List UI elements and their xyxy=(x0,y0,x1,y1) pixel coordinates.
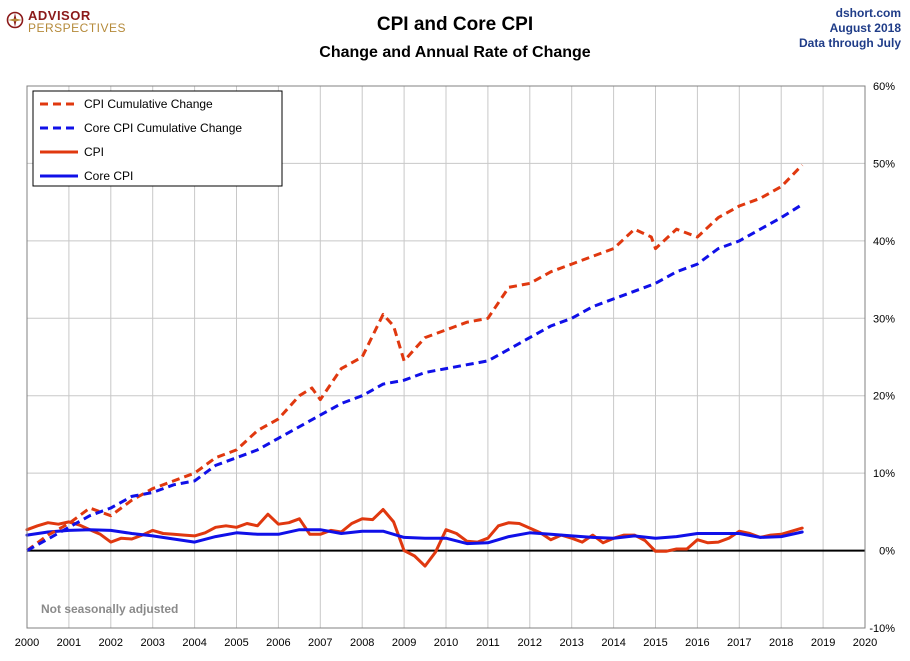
y-tick-label: 50% xyxy=(873,158,895,170)
y-tick-label: 0% xyxy=(879,546,895,558)
series-line-core-cpi-cumulative-change xyxy=(26,203,803,552)
x-tick-label: 2015 xyxy=(643,637,667,649)
x-tick-label: 2017 xyxy=(727,637,751,649)
compass-icon xyxy=(6,11,24,29)
logo-text-advisor: ADVISOR xyxy=(28,8,91,23)
series-layer xyxy=(25,163,804,568)
x-tick-label: 2005 xyxy=(224,637,248,649)
x-tick-label: 2020 xyxy=(853,637,877,649)
x-tick-label: 2001 xyxy=(57,637,81,649)
plot-frame xyxy=(26,85,866,629)
advisor-perspectives-logo: ADVISOR PERSPECTIVES xyxy=(6,8,146,38)
credit-date: August 2018 xyxy=(829,21,901,35)
credit-site: dshort.com xyxy=(835,6,901,20)
y-tick-label: 60% xyxy=(873,81,895,93)
credit-block: dshort.com August 2018 Data through July xyxy=(799,6,901,51)
x-tick-label: 2012 xyxy=(518,637,542,649)
series-line-cpi xyxy=(25,508,804,568)
x-tick-label: 2000 xyxy=(15,637,39,649)
credit-through: Data through July xyxy=(798,36,901,50)
y-tick-label: 40% xyxy=(873,236,895,248)
x-tick-label: 2009 xyxy=(392,637,416,649)
y-tick-label: -10% xyxy=(869,623,895,635)
x-tick-label: 2004 xyxy=(182,637,206,649)
legend-box xyxy=(32,90,283,187)
y-tick-label: 30% xyxy=(873,313,895,325)
x-tick-label: 2018 xyxy=(769,637,793,649)
x-tick-label: 2007 xyxy=(308,637,332,649)
x-tick-label: 2008 xyxy=(350,637,374,649)
logo-text-perspectives: PERSPECTIVES xyxy=(28,21,127,35)
legend: CPI Cumulative Change Core CPI Cumulative… xyxy=(32,90,283,187)
series-line-core-cpi xyxy=(25,528,804,546)
legend-label: Core CPI Cumulative Change xyxy=(84,121,242,135)
x-tick-label: 2014 xyxy=(601,637,625,649)
x-tick-label: 2010 xyxy=(434,637,458,649)
x-tick-label: 2016 xyxy=(685,637,709,649)
x-tick-label: 2013 xyxy=(559,637,583,649)
tick-labels: 2000 2001 2002 2003 2004 2005 2006 2007 2008 2009… xyxy=(15,81,895,649)
chart-subtitle: Change and Annual Rate of Change xyxy=(319,44,591,61)
legend-label: Core CPI xyxy=(84,169,133,183)
x-tick-label: 2002 xyxy=(99,637,123,649)
y-tick-label: 10% xyxy=(873,468,895,480)
legend-label: CPI Cumulative Change xyxy=(84,97,213,111)
x-tick-label: 2019 xyxy=(811,637,835,649)
x-tick-label: 2003 xyxy=(140,637,164,649)
x-tick-label: 2006 xyxy=(266,637,290,649)
x-tick-label: 2011 xyxy=(476,637,500,649)
chart-title: CPI and Core CPI xyxy=(376,14,534,35)
series-line-cpi-cumulative-change xyxy=(26,163,804,552)
legend-label: CPI xyxy=(84,145,104,159)
y-tick-label: 20% xyxy=(873,391,895,403)
seasonal-note: Not seasonally adjusted xyxy=(41,602,178,616)
